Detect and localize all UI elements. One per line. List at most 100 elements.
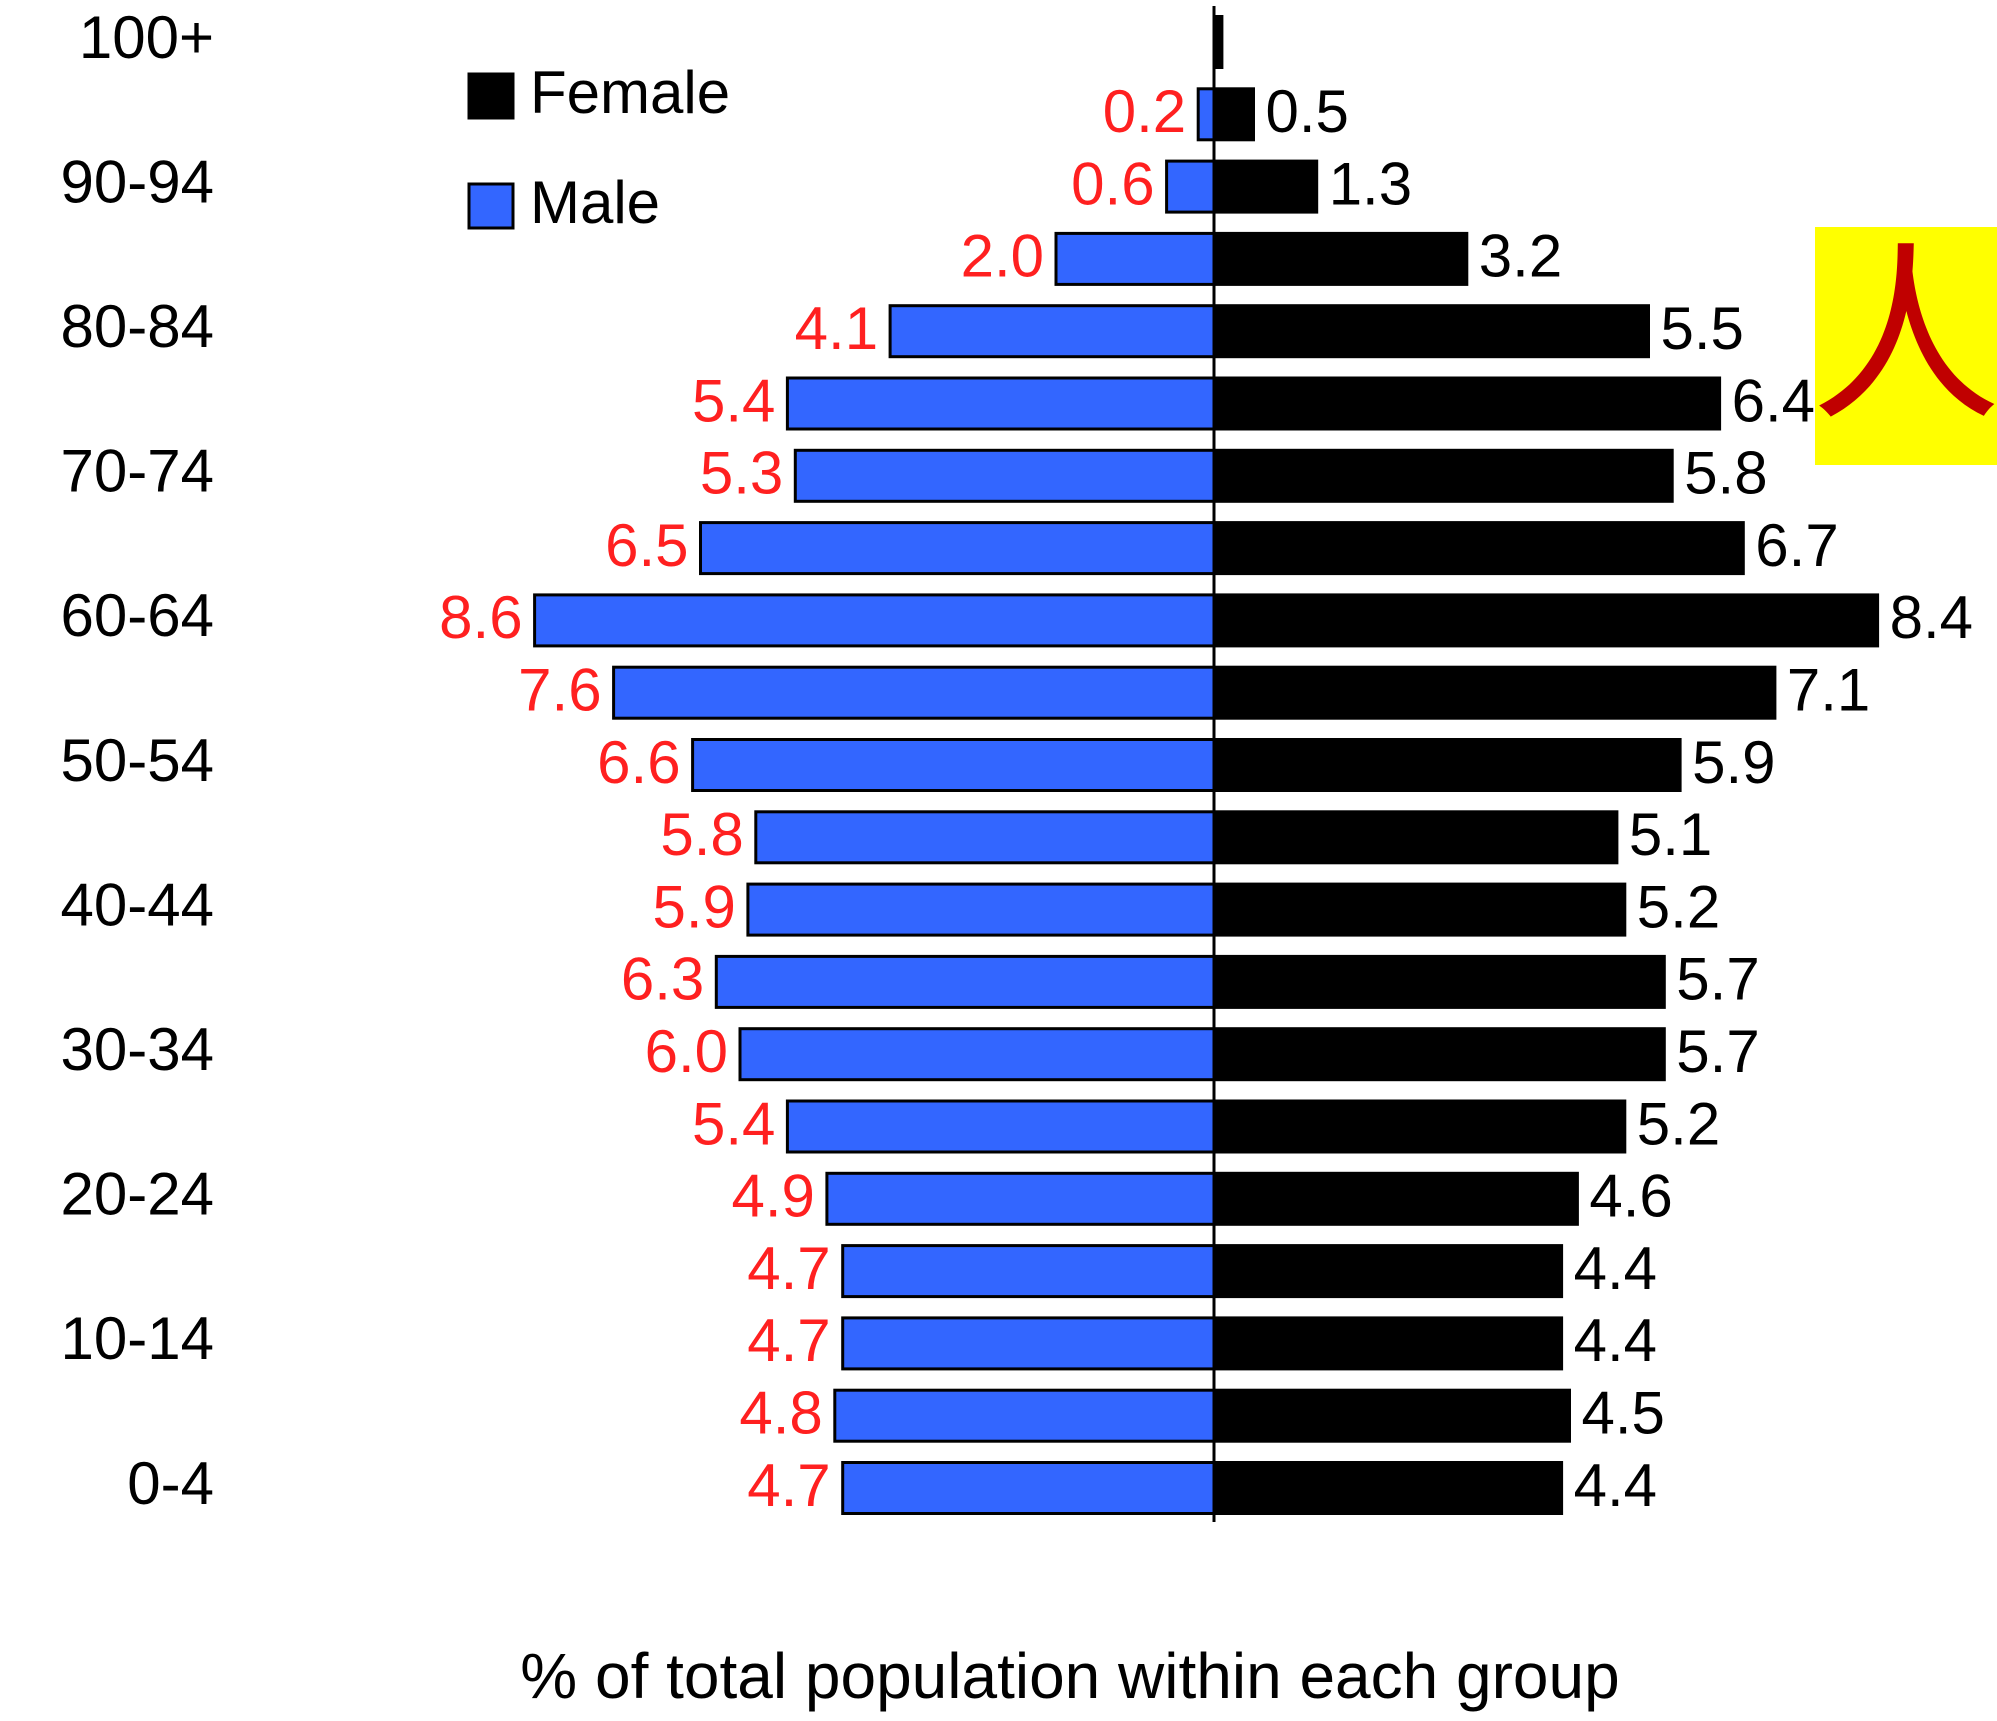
bar: [841, 1244, 1216, 1299]
legend-swatch: [467, 72, 515, 120]
value-label: 6.7: [1755, 512, 1838, 579]
bar: [1212, 1027, 1666, 1082]
value-label: 4.4: [1574, 1452, 1657, 1519]
bar: [888, 304, 1216, 359]
value-label: 5.9: [652, 873, 735, 940]
value-label: 1.3: [1329, 150, 1412, 217]
value-label: 5.7: [1676, 1018, 1759, 1085]
bar: [1212, 738, 1682, 792]
value-label: 5.7: [1676, 946, 1759, 1013]
bar: [1212, 231, 1469, 286]
value-label: 4.1: [795, 295, 878, 362]
value-label: 4.7: [747, 1452, 830, 1519]
bar: [1212, 882, 1627, 937]
bar: [1212, 376, 1722, 431]
bar: [1212, 810, 1619, 865]
value-label: 8.6: [439, 584, 522, 651]
value-label: 2.0: [961, 223, 1044, 290]
legend-label: Male: [530, 169, 660, 236]
value-label: 4.7: [747, 1235, 830, 1302]
bar: [841, 1461, 1216, 1515]
value-label: 5.2: [1637, 1090, 1720, 1157]
bar: [785, 376, 1216, 431]
value-label: 7.1: [1787, 657, 1870, 724]
bar: [1212, 87, 1255, 142]
bar: [1212, 448, 1674, 503]
bar: [1212, 1099, 1627, 1154]
value-label: 4.8: [739, 1380, 822, 1447]
x-axis-label: % of total population within each group: [520, 1640, 1619, 1712]
value-label: 7.6: [518, 657, 601, 724]
value-label: 5.1: [1629, 801, 1712, 868]
value-label: 5.9: [1692, 729, 1775, 796]
bar: [1212, 665, 1777, 720]
bar: [1212, 1316, 1564, 1371]
value-label: 5.3: [700, 440, 783, 507]
y-tick-label: 90-94: [61, 148, 214, 215]
bar: [612, 665, 1216, 720]
value-label: 6.6: [597, 729, 680, 796]
bar: [1054, 231, 1216, 286]
y-tick-label: 40-44: [61, 871, 214, 938]
y-tick-label: 10-14: [61, 1305, 214, 1372]
bar: [1212, 1244, 1564, 1299]
y-tick-label: 80-84: [61, 293, 214, 360]
bar: [1212, 15, 1224, 69]
bar: [714, 954, 1216, 1009]
value-label: 3.2: [1479, 223, 1562, 290]
annotation-box: [1815, 227, 1997, 465]
y-tick-label: 70-74: [61, 438, 214, 505]
bar: [1212, 954, 1666, 1009]
value-label: 4.4: [1574, 1235, 1657, 1302]
value-label: 6.4: [1732, 367, 1815, 434]
y-tick-label: 60-64: [61, 582, 214, 649]
value-label: 6.0: [645, 1018, 728, 1085]
bar: [699, 521, 1216, 576]
value-label: 0.6: [1071, 150, 1154, 217]
value-label: 6.5: [605, 512, 688, 579]
value-label: 5.4: [692, 367, 775, 434]
value-label: 5.4: [692, 1090, 775, 1157]
bar: [1165, 159, 1216, 214]
annotation: 人: [1811, 226, 1997, 447]
bar: [754, 810, 1216, 865]
bar: [691, 738, 1216, 792]
value-label: 4.4: [1574, 1307, 1657, 1374]
bar: [746, 882, 1216, 937]
bar: [533, 593, 1216, 648]
value-label: 4.7: [747, 1307, 830, 1374]
value-label: 4.6: [1589, 1163, 1672, 1230]
bar: [1212, 1171, 1579, 1226]
y-tick-label: 0-4: [127, 1450, 214, 1517]
y-tick-label: 20-24: [61, 1161, 214, 1228]
y-tick-label: 50-54: [61, 727, 214, 794]
y-tick-label: 100+: [79, 4, 214, 71]
value-label: 5.5: [1661, 295, 1744, 362]
value-label: 5.8: [660, 801, 743, 868]
bar: [1212, 1388, 1571, 1443]
legend-swatch: [467, 182, 515, 230]
bar: [1212, 521, 1745, 576]
value-label: 4.5: [1582, 1380, 1665, 1447]
bar: [841, 1316, 1216, 1371]
value-label: 6.3: [621, 946, 704, 1013]
bar: [785, 1099, 1216, 1154]
value-label: 5.2: [1637, 873, 1720, 940]
value-label: 4.9: [731, 1163, 814, 1230]
bar: [1212, 1461, 1564, 1515]
bar: [1196, 87, 1216, 142]
bar: [825, 1171, 1216, 1226]
bar: [793, 448, 1216, 503]
value-label: 5.8: [1684, 440, 1767, 507]
value-label: 0.5: [1266, 78, 1349, 145]
bar: [738, 1027, 1216, 1082]
bar: [1212, 159, 1319, 214]
value-label: 8.4: [1890, 584, 1973, 651]
value-label: 0.2: [1103, 78, 1186, 145]
legend-label: Female: [530, 59, 730, 126]
bar: [1212, 593, 1880, 648]
bar: [1212, 304, 1650, 359]
bar: [833, 1388, 1216, 1443]
y-tick-label: 30-34: [61, 1016, 214, 1083]
